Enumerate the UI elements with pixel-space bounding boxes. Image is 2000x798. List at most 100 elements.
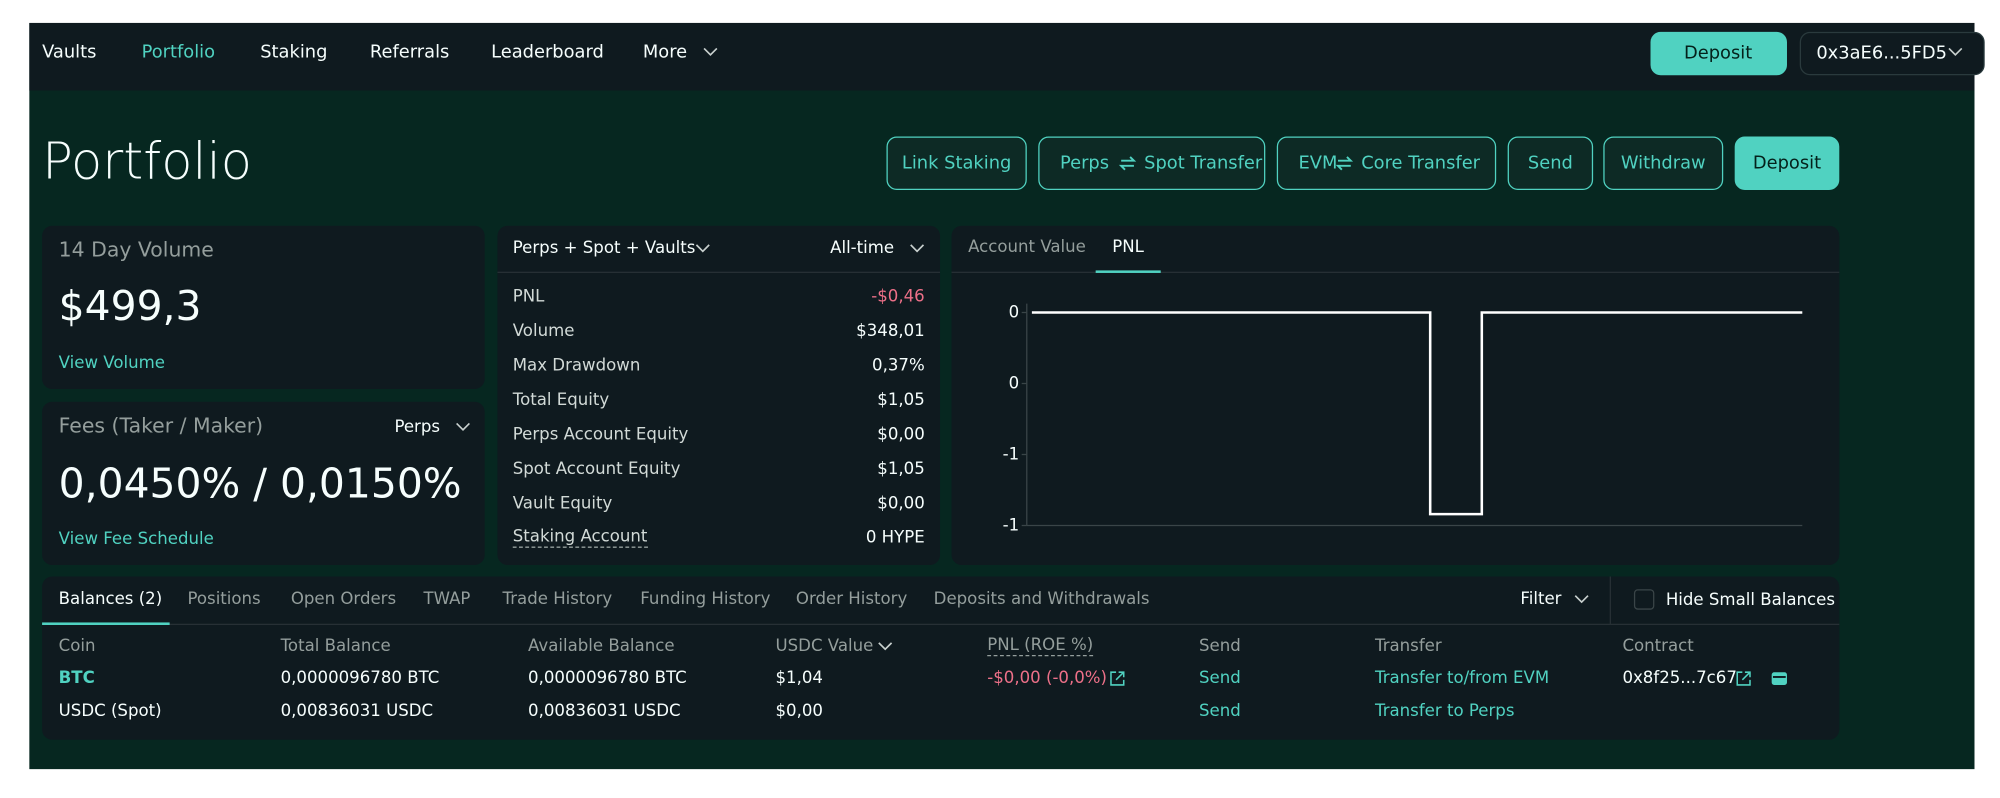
stat-value: 0,37% <box>872 356 925 376</box>
cell-usdc: $0,00 <box>775 702 823 722</box>
action-button[interactable] <box>1507 136 1594 191</box>
tab-divider <box>951 271 1840 273</box>
stats-selector[interactable]: Perps + Spot + Vaults <box>512 239 696 259</box>
action-button[interactable] <box>1276 136 1497 191</box>
stat-label: Perps Account Equity <box>512 425 689 445</box>
volume-label: 14 Day Volume <box>58 237 214 262</box>
wallet-icon <box>1771 672 1787 685</box>
stats-card <box>497 225 941 566</box>
balances-tab[interactable]: Deposits and Withdrawals <box>933 589 1150 610</box>
deposit-label[interactable]: Deposit <box>1683 43 1753 64</box>
cell-coin: USDC (Spot) <box>58 702 162 722</box>
external-link-icon <box>1736 671 1751 686</box>
stat-label: Max Drawdown <box>512 356 641 376</box>
action-button[interactable] <box>886 136 1027 191</box>
chart-card <box>951 225 1840 566</box>
chevron-icon <box>1948 47 1963 57</box>
balances-tab[interactable]: Trade History <box>502 589 613 610</box>
y-tick-label: -1 <box>1003 445 1020 464</box>
cell-pnl: -$0,00 (-0,0%) <box>987 669 1108 689</box>
y-tick-label: -1 <box>1003 516 1020 535</box>
action-label[interactable]: Withdraw <box>1620 153 1706 174</box>
divider <box>1609 576 1611 625</box>
chevron-icon <box>456 422 470 432</box>
cell-available: 0,0000096780 BTC <box>528 669 687 689</box>
action-label[interactable]: Deposit <box>1752 153 1822 174</box>
y-tick-label: 0 <box>1009 374 1020 393</box>
chevron-icon <box>1574 595 1589 604</box>
tab-divider <box>42 623 1840 625</box>
stat-value: -$0,46 <box>871 287 925 307</box>
cell-transfer[interactable]: Transfer to Perps <box>1374 702 1515 722</box>
volume-link[interactable]: View Volume <box>58 353 165 374</box>
action-label[interactable]: Spot Transfer <box>1144 153 1263 174</box>
cell-total: 0,00836031 USDC <box>280 702 434 722</box>
divider <box>497 271 941 273</box>
cell-usdc: $1,04 <box>775 669 823 689</box>
chart-tab[interactable]: Account Value <box>968 237 1086 258</box>
pnl-line <box>1031 311 1803 516</box>
y-tick-label: 0 <box>1009 303 1020 322</box>
cell-send[interactable]: Send <box>1198 669 1241 689</box>
wallet-address[interactable]: 0x3aE6...5FD5 <box>1816 43 1947 64</box>
stat-value: $1,05 <box>877 390 925 411</box>
stat-label: Volume <box>512 322 575 342</box>
chevron-icon <box>878 642 893 651</box>
balances-tab[interactable]: TWAP <box>423 589 471 610</box>
column-header: PNL (ROE %) <box>987 635 1094 657</box>
swap-icon <box>1118 156 1137 171</box>
nav-item[interactable]: Referrals <box>369 42 450 63</box>
active-tab-underline <box>42 622 170 625</box>
column-header: Send <box>1198 637 1241 657</box>
fees-card <box>42 401 485 566</box>
nav-item[interactable]: Staking <box>260 42 328 63</box>
action-button[interactable] <box>1603 136 1724 191</box>
fees-label: Fees (Taker / Maker) <box>58 413 264 438</box>
column-header[interactable]: USDC Value <box>775 637 874 657</box>
chevron-icon <box>703 47 718 57</box>
column-header: Available Balance <box>528 637 675 657</box>
nav-item[interactable]: Vaults <box>42 42 97 63</box>
fees-link[interactable]: View Fee Schedule <box>58 529 214 550</box>
filter-button[interactable]: Filter <box>1520 589 1562 610</box>
balances-tab[interactable]: Balances (2) <box>58 589 163 610</box>
cell-contract: 0x8f25...7c67 <box>1622 669 1737 689</box>
balances-tab[interactable]: Positions <box>187 589 261 610</box>
stat-label: Vault Equity <box>512 494 613 514</box>
stat-value: 0 HYPE <box>865 528 925 548</box>
nav-item[interactable]: More <box>642 42 688 63</box>
stat-label: Spot Account Equity <box>512 459 681 479</box>
action-label[interactable]: EVM <box>1298 153 1338 174</box>
volume-value: $499,3 <box>58 281 202 331</box>
nav-item[interactable]: Leaderboard <box>491 42 604 63</box>
deposit-button[interactable] <box>1650 31 1787 76</box>
active-tab-underline <box>1095 270 1161 273</box>
nav-bar <box>29 22 1975 91</box>
nav-item[interactable]: Portfolio <box>141 42 216 63</box>
fees-selector[interactable]: Perps <box>394 417 441 437</box>
cell-transfer[interactable]: Transfer to/from EVM <box>1374 669 1550 689</box>
stat-label: PNL <box>512 287 545 307</box>
balances-tab[interactable]: Funding History <box>640 589 771 610</box>
volume-card <box>42 225 485 390</box>
checkbox[interactable] <box>1633 589 1655 610</box>
stats-range[interactable]: All-time <box>830 239 895 259</box>
chart-tab[interactable]: PNL <box>1112 237 1144 258</box>
hide-small-label[interactable]: Hide Small Balances <box>1665 591 1836 611</box>
cell-send[interactable]: Send <box>1198 702 1241 722</box>
balances-tab[interactable]: Order History <box>795 589 908 610</box>
chevron-icon <box>695 244 710 253</box>
external-link-icon <box>1110 671 1125 686</box>
action-label[interactable]: Perps <box>1059 153 1110 174</box>
column-header: Transfer <box>1374 637 1442 657</box>
action-button[interactable] <box>1038 136 1266 191</box>
column-header: Coin <box>58 637 96 657</box>
action-label[interactable]: Link Staking <box>901 153 1012 174</box>
balances-tab[interactable]: Open Orders <box>290 589 397 610</box>
page-title: Portfolio <box>42 132 252 192</box>
action-label[interactable]: Core Transfer <box>1361 153 1481 174</box>
action-button[interactable] <box>1734 136 1840 191</box>
action-label[interactable]: Send <box>1527 153 1573 174</box>
